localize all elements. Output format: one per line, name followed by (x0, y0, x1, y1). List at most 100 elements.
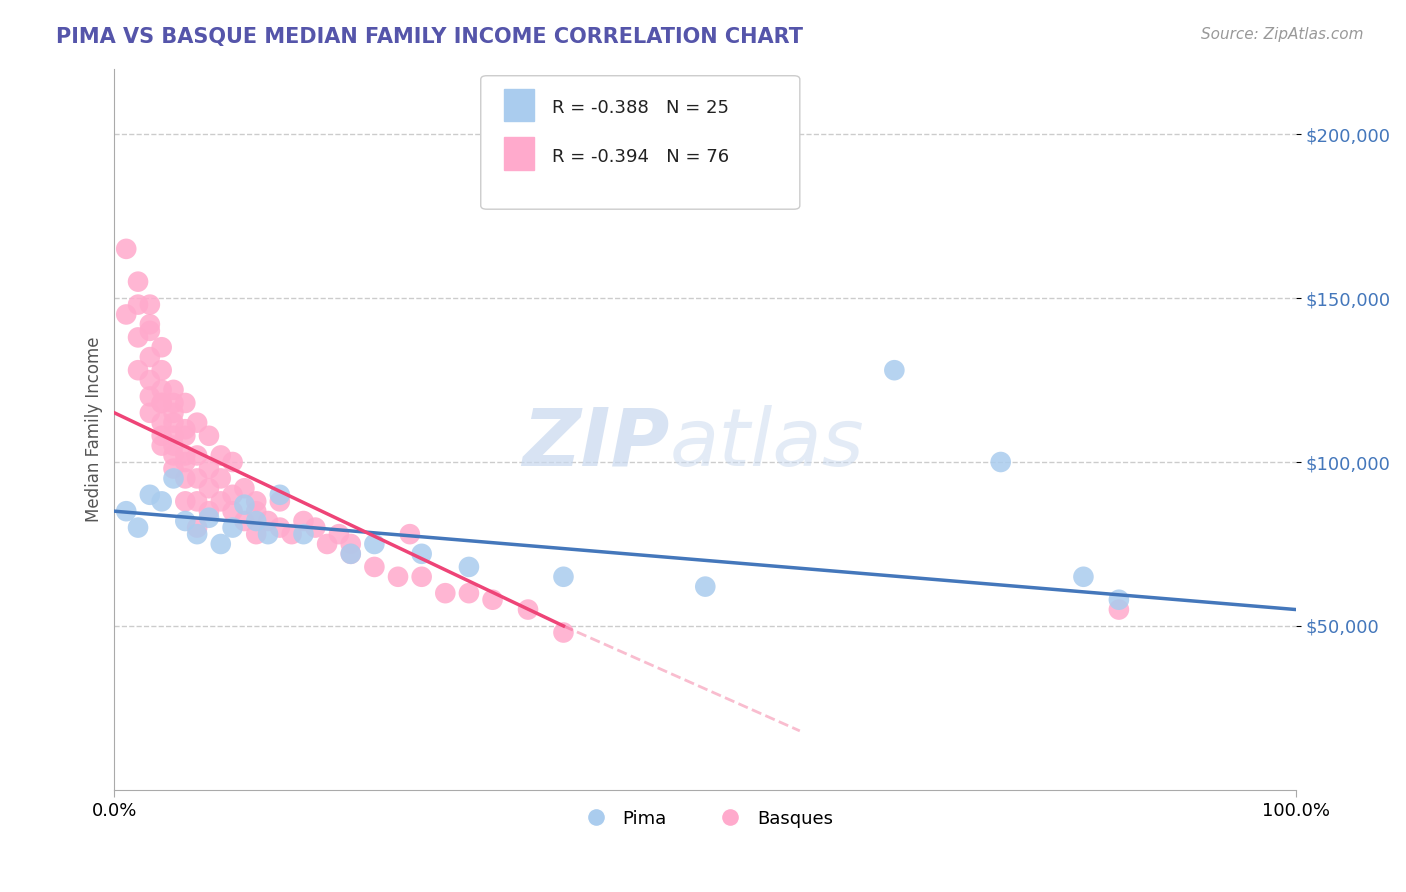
Point (174, 471, 197, 485)
Point (162, 471, 184, 485)
Point (257, 527, 280, 541)
Point (115, 242, 138, 256)
Point (316, 537, 339, 551)
Point (328, 527, 350, 541)
Point (174, 422, 197, 436)
Point (398, 527, 420, 541)
Point (1108, 602, 1130, 616)
Point (517, 602, 540, 616)
Point (162, 383, 184, 397)
Point (115, 308, 138, 322)
Point (174, 449, 197, 463)
Point (186, 520, 208, 534)
Point (209, 494, 232, 508)
Point (1108, 592, 1130, 607)
Point (186, 416, 208, 430)
Point (221, 504, 243, 518)
Legend: Pima, Basques: Pima, Basques (571, 803, 841, 835)
Point (139, 318, 162, 332)
Point (221, 520, 243, 534)
Point (304, 520, 326, 534)
Point (186, 471, 208, 485)
Point (127, 330, 149, 344)
Point (481, 592, 503, 607)
FancyBboxPatch shape (481, 76, 800, 210)
Point (221, 488, 243, 502)
Point (209, 471, 232, 485)
Point (434, 586, 457, 600)
Point (233, 481, 256, 495)
Point (162, 396, 184, 410)
Point (162, 416, 184, 430)
Point (162, 406, 184, 420)
Point (174, 494, 197, 508)
Point (245, 504, 267, 518)
Point (695, 580, 717, 594)
Point (245, 527, 267, 541)
Point (162, 461, 184, 475)
Point (150, 494, 173, 508)
Point (139, 406, 162, 420)
Point (162, 429, 184, 443)
Point (233, 498, 256, 512)
Point (150, 429, 173, 443)
Point (174, 514, 197, 528)
Point (339, 537, 361, 551)
Point (139, 488, 162, 502)
Point (139, 324, 162, 338)
Point (245, 514, 267, 528)
Point (363, 537, 385, 551)
Point (990, 455, 1012, 469)
Text: ZIP: ZIP (523, 405, 669, 483)
Point (186, 449, 208, 463)
Point (245, 494, 267, 508)
Point (139, 297, 162, 311)
Point (209, 449, 232, 463)
Point (458, 560, 481, 574)
Point (150, 340, 173, 354)
Point (186, 494, 208, 508)
Point (198, 429, 221, 443)
Point (150, 396, 173, 410)
Point (553, 625, 575, 640)
Point (198, 504, 221, 518)
Point (186, 527, 208, 541)
Point (150, 383, 173, 397)
Point (127, 363, 149, 377)
Point (139, 373, 162, 387)
Point (339, 547, 361, 561)
Y-axis label: Median Family Income: Median Family Income (86, 336, 103, 522)
Point (150, 416, 173, 430)
Bar (505, 88, 534, 121)
Point (883, 363, 905, 377)
Point (221, 455, 243, 469)
Point (198, 461, 221, 475)
Text: R = -0.394   N = 76: R = -0.394 N = 76 (551, 147, 728, 166)
Point (174, 396, 197, 410)
Point (127, 297, 149, 311)
Point (363, 560, 385, 574)
Point (257, 514, 280, 528)
Point (269, 520, 291, 534)
Point (150, 439, 173, 453)
Point (387, 570, 409, 584)
Text: atlas: atlas (669, 405, 865, 483)
Point (174, 429, 197, 443)
Point (269, 494, 291, 508)
Point (198, 481, 221, 495)
Bar (505, 137, 534, 169)
Point (150, 363, 173, 377)
Point (198, 510, 221, 524)
Point (127, 275, 149, 289)
Text: Source: ZipAtlas.com: Source: ZipAtlas.com (1201, 27, 1364, 42)
Point (411, 570, 433, 584)
Point (339, 547, 361, 561)
Point (150, 396, 173, 410)
Point (233, 514, 256, 528)
Point (127, 520, 149, 534)
Point (269, 488, 291, 502)
Point (458, 586, 481, 600)
Point (139, 350, 162, 364)
Point (411, 547, 433, 561)
Point (115, 504, 138, 518)
